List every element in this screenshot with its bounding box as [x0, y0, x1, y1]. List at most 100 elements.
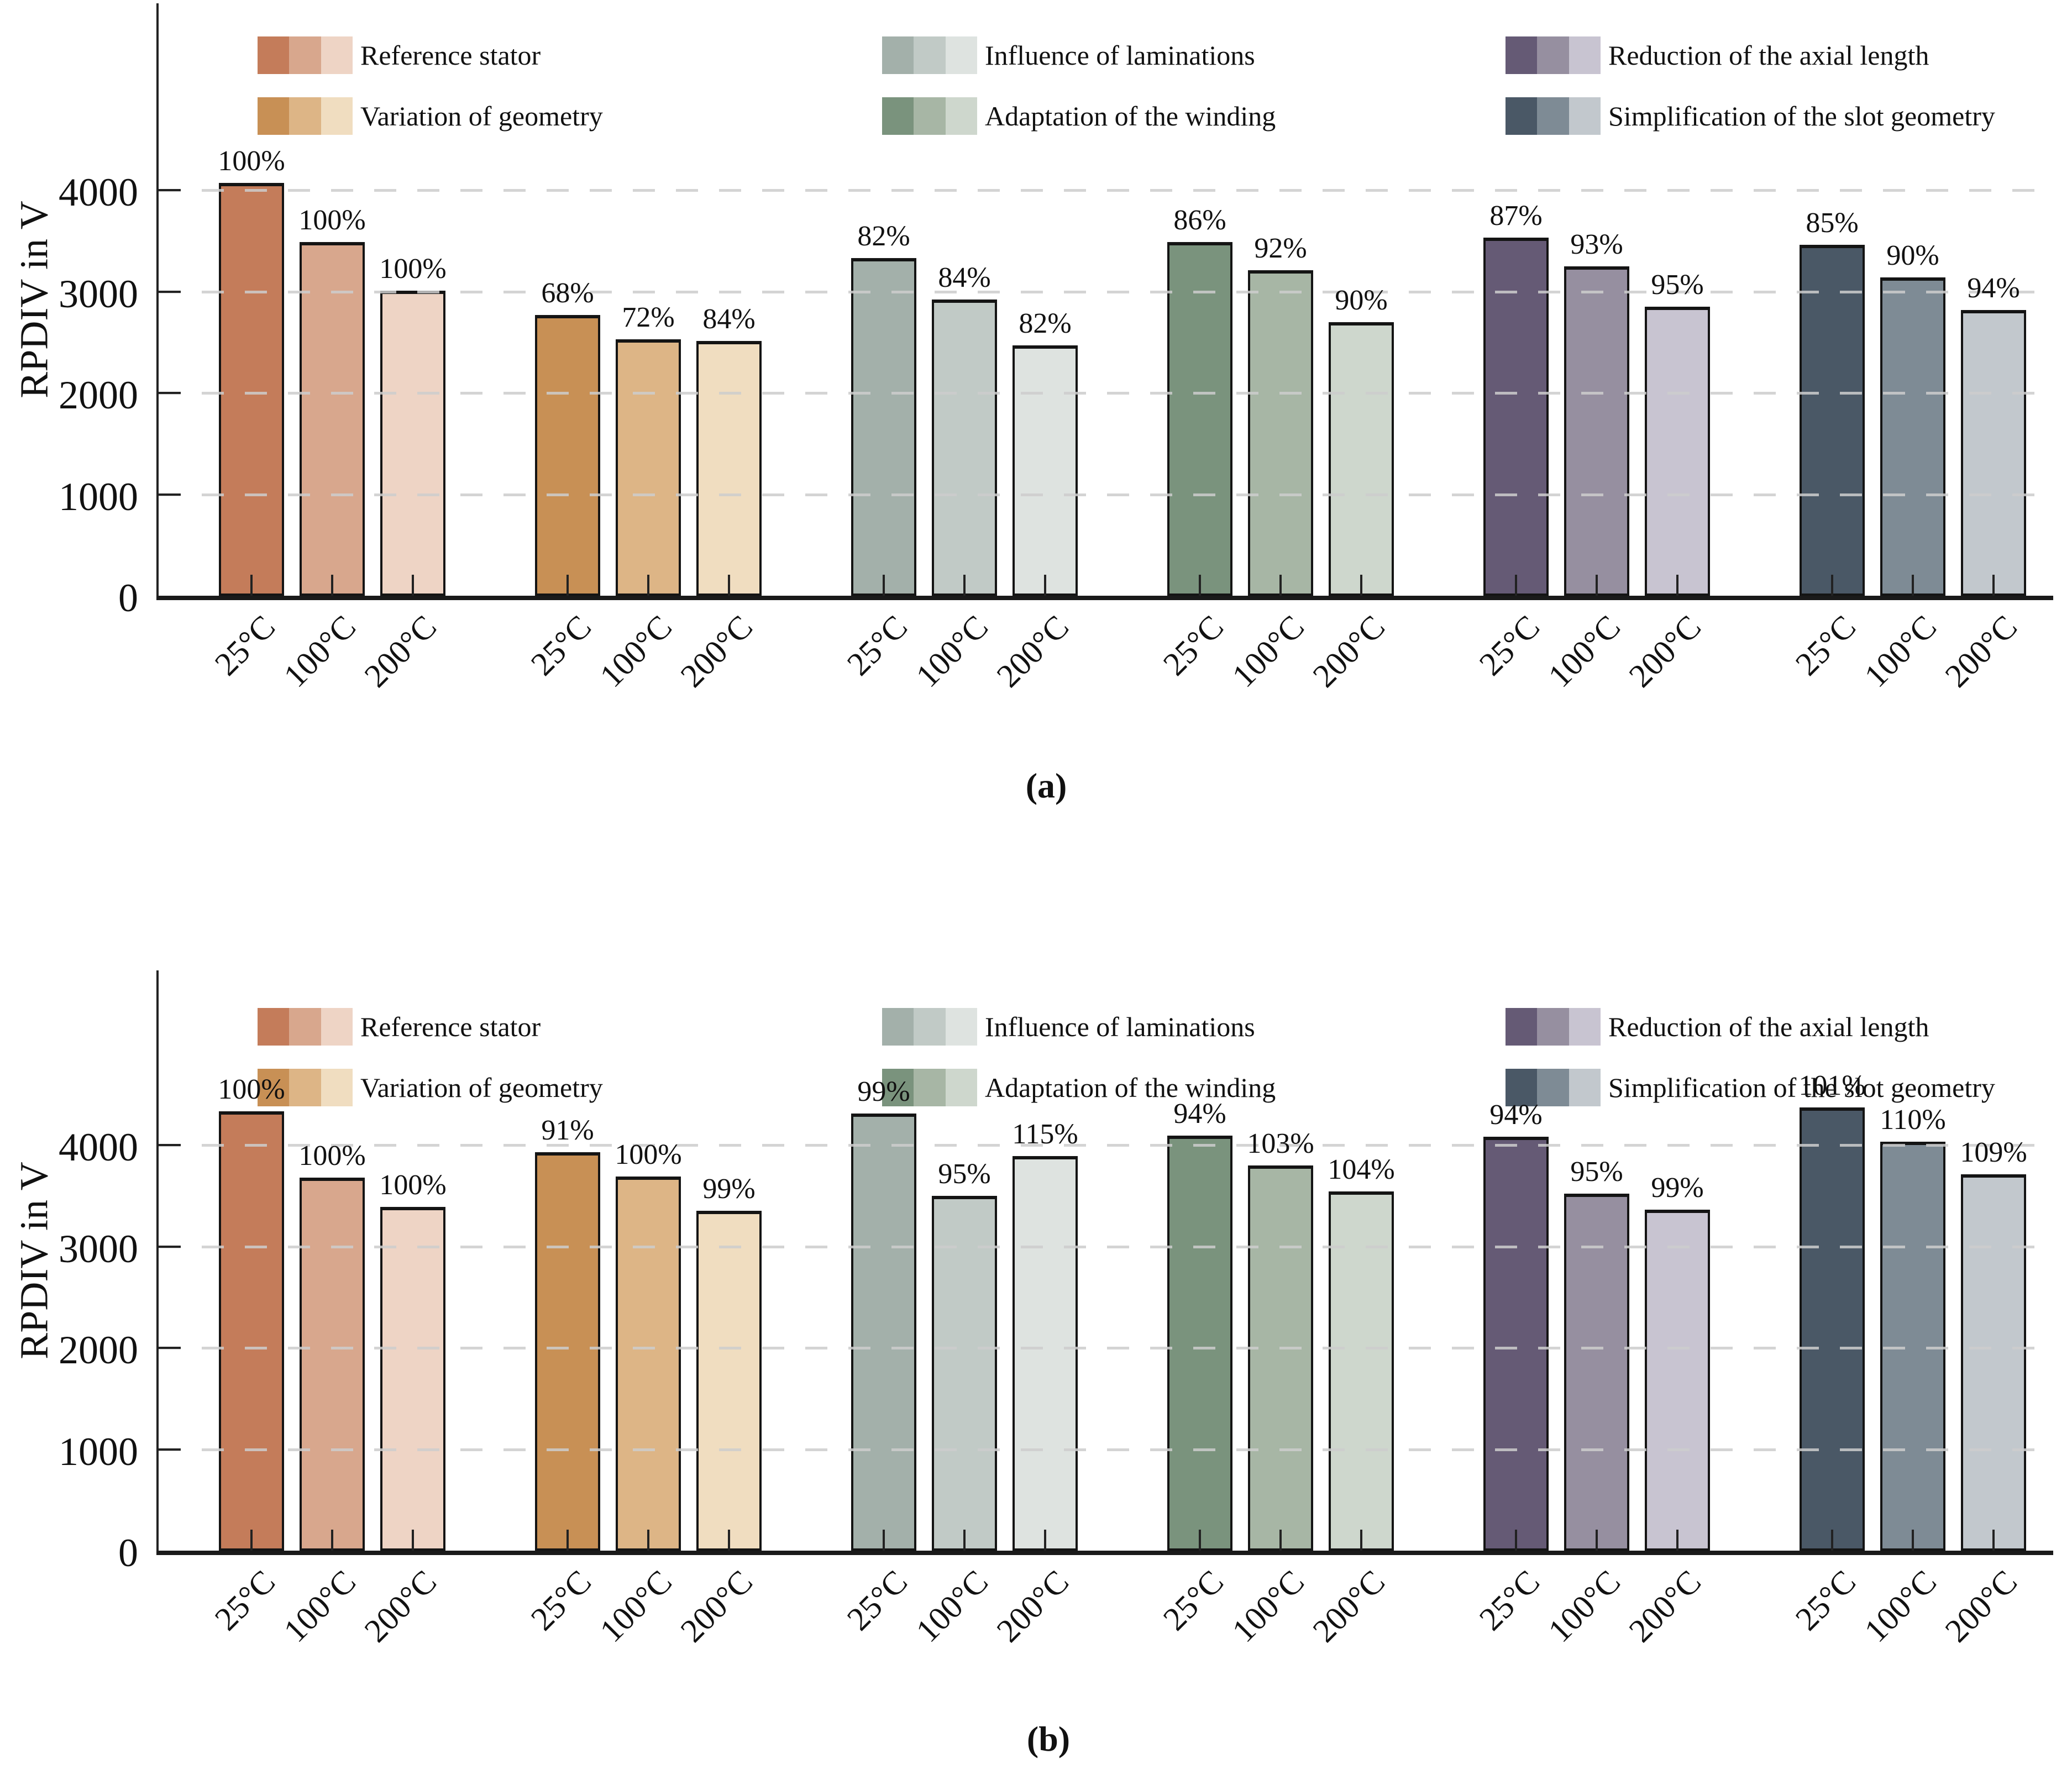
x-tick-mark-a: [250, 575, 253, 596]
x-tick-mark-a: [963, 575, 966, 596]
bar-value-label: 94%: [1967, 272, 2020, 304]
legend-swatch-cell: [945, 1008, 977, 1046]
legend-swatch-cell: [945, 36, 977, 74]
bar-value-label: 84%: [702, 303, 756, 335]
legend-swatch-1: [258, 36, 353, 74]
x-tick-mark-b: [728, 1530, 730, 1551]
legend-label-4: Adaptation of the winding: [985, 101, 1276, 132]
gridline-a-3000: [159, 290, 2053, 293]
y-tick-label-b: 3000: [59, 1226, 138, 1271]
bar-b-4-200°C: [1329, 1191, 1394, 1551]
legend-swatch-cell: [882, 97, 914, 135]
legend-swatch-cell: [882, 1069, 914, 1106]
y-tick-label-b: 0: [118, 1531, 138, 1575]
legend-swatch-cell: [1537, 97, 1569, 135]
y-tick-label-b: 2000: [59, 1328, 138, 1372]
legend-swatch-6: [1506, 97, 1601, 135]
legend-label-6: Simplification of the slot geometry: [1608, 1072, 1995, 1103]
bar-a-5-200°C: [1645, 307, 1710, 596]
x-tick-mark-a: [1596, 575, 1598, 596]
y-tick-mark-a: [159, 189, 181, 191]
bar-value-label: 68%: [541, 277, 594, 309]
legend-swatch-cell: [1506, 1069, 1538, 1106]
y-axis-label-b: RPDIV in V: [12, 1162, 56, 1359]
bar-value-label: 93%: [1570, 228, 1623, 260]
bar-a-4-25°C: [1167, 241, 1232, 596]
legend-swatch-cell: [882, 36, 914, 74]
x-tick-mark-b: [1279, 1530, 1282, 1551]
x-tick-mark-a: [1044, 575, 1046, 596]
legend-swatch-cell: [1569, 1008, 1601, 1046]
bar-value-label: 90%: [1886, 239, 1939, 271]
x-tick-mark-a: [331, 575, 333, 596]
y-tick-mark-a: [159, 392, 181, 394]
x-tick-mark-a: [1676, 575, 1678, 596]
legend-label-3: Influence of laminations: [985, 1011, 1255, 1042]
bar-value-label: 72%: [622, 301, 675, 333]
legend-swatch-cell: [945, 1069, 977, 1106]
x-tick-mark-b: [250, 1530, 253, 1551]
bar-value-label: 86%: [1173, 204, 1226, 236]
x-tick-mark-a: [883, 575, 885, 596]
x-tick-mark-a: [647, 575, 649, 596]
bar-value-label: 104%: [1328, 1154, 1395, 1186]
x-tick-mark-b: [1831, 1530, 1833, 1551]
x-tick-mark-b: [566, 1530, 569, 1551]
y-tick-mark-b: [159, 1448, 181, 1451]
legend-swatch-cell: [289, 1069, 321, 1106]
bar-b-6-100°C: [1880, 1142, 1945, 1551]
caption-b: (b): [1026, 1719, 1071, 1758]
y-tick-mark-a: [159, 290, 181, 293]
x-tick-mark-a: [1912, 575, 1914, 596]
y-tick-mark-a: [159, 493, 181, 496]
x-tick-mark-b: [1912, 1530, 1914, 1551]
legend-swatch-cell: [321, 36, 353, 74]
legend-swatch-cell: [914, 1008, 946, 1046]
y-tick-label-a: 2000: [59, 373, 138, 417]
legend-swatch-3: [882, 36, 977, 74]
bar-value-label: 100%: [218, 145, 285, 177]
bar-a-4-200°C: [1329, 322, 1394, 596]
caption-a: (a): [1025, 766, 1067, 805]
bar-b-2-25°C: [535, 1152, 600, 1551]
bar-value-label: 99%: [702, 1173, 756, 1205]
bar-value-label: 82%: [857, 220, 910, 252]
legend-swatch-cell: [945, 97, 977, 135]
bar-b-3-200°C: [1013, 1156, 1078, 1551]
bar-b-2-100°C: [616, 1176, 681, 1551]
x-tick-mark-b: [963, 1530, 966, 1551]
bar-a-1-100°C: [300, 241, 365, 596]
legend-label-2: Variation of geometry: [360, 101, 603, 132]
legend-swatch-cell: [258, 97, 290, 135]
x-tick-mark-b: [883, 1530, 885, 1551]
bar-value-label: 90%: [1335, 284, 1388, 316]
gridline-b-1000: [159, 1448, 2053, 1451]
bar-a-2-100°C: [616, 339, 681, 596]
legend-swatch-cell: [258, 1008, 290, 1046]
legend-label-4: Adaptation of the winding: [985, 1072, 1276, 1103]
bar-value-label: 94%: [1173, 1098, 1226, 1130]
legend-swatch-cell: [914, 36, 946, 74]
legend-swatch-cell: [321, 1008, 353, 1046]
legend-label-5: Reduction of the axial length: [1608, 40, 1929, 71]
legend-swatch-cell: [914, 1069, 946, 1106]
bar-value-label: 84%: [938, 262, 991, 294]
bar-a-6-200°C: [1961, 309, 2026, 596]
y-tick-mark-b: [159, 1347, 181, 1349]
bar-value-label: 110%: [1880, 1104, 1946, 1136]
x-axis-spine-a: [156, 596, 2053, 600]
legend-swatch-cell: [321, 1069, 353, 1106]
x-tick-mark-a: [1992, 575, 1995, 596]
y-tick-label-a: 3000: [59, 271, 138, 316]
bar-value-label: 115%: [1012, 1118, 1078, 1151]
bar-b-3-100°C: [932, 1195, 997, 1551]
x-tick-mark-b: [412, 1530, 414, 1551]
legend-label-2: Variation of geometry: [360, 1072, 603, 1103]
y-tick-label-a: 1000: [59, 474, 138, 519]
y-tick-label-b: 4000: [59, 1125, 138, 1169]
legend-swatch-cell: [1537, 1069, 1569, 1106]
bar-value-label: 100%: [218, 1074, 285, 1106]
bar-value-label: 95%: [1651, 269, 1704, 301]
bar-value-label: 100%: [379, 1169, 447, 1201]
legend-swatch-cell: [1506, 36, 1538, 74]
